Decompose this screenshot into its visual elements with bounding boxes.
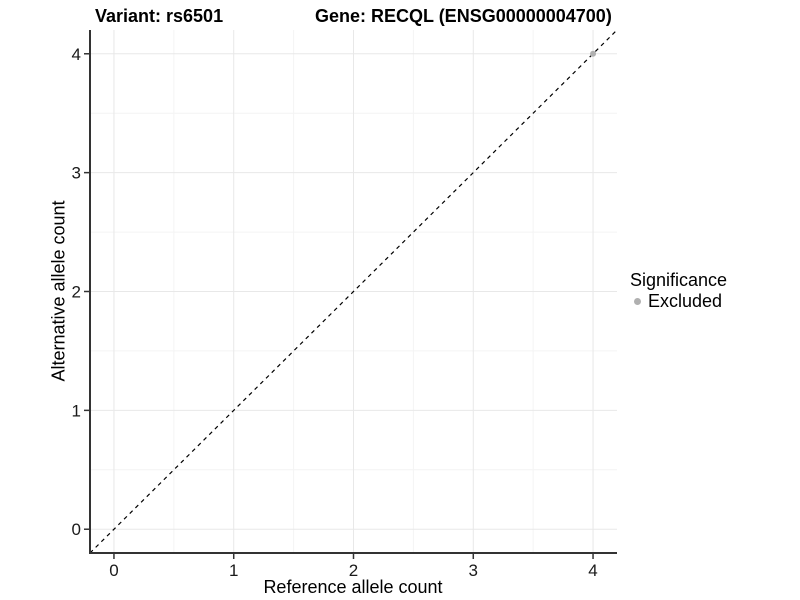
legend-item-label: Excluded	[648, 291, 723, 311]
svg-text:3: 3	[469, 561, 478, 580]
y-axis-title: Alternative allele count	[48, 200, 69, 382]
svg-text:4: 4	[72, 45, 81, 64]
svg-text:1: 1	[72, 401, 81, 420]
svg-text:1: 1	[229, 561, 238, 580]
gene-title: Gene: RECQL (ENSG00000004700)	[315, 6, 612, 26]
svg-text:2: 2	[72, 283, 81, 302]
svg-text:0: 0	[109, 561, 118, 580]
svg-text:2: 2	[349, 561, 358, 580]
svg-text:4: 4	[588, 561, 597, 580]
svg-text:3: 3	[72, 164, 81, 183]
variant-title: Variant: rs6501	[95, 6, 224, 26]
legend-title: Significance	[630, 270, 728, 290]
svg-text:0: 0	[72, 520, 81, 539]
legend-point-icon	[634, 297, 641, 305]
x-axis-title: Reference allele count	[263, 577, 443, 597]
legend-item: Excluded	[630, 291, 727, 311]
legend: Significance Excluded	[630, 269, 727, 311]
